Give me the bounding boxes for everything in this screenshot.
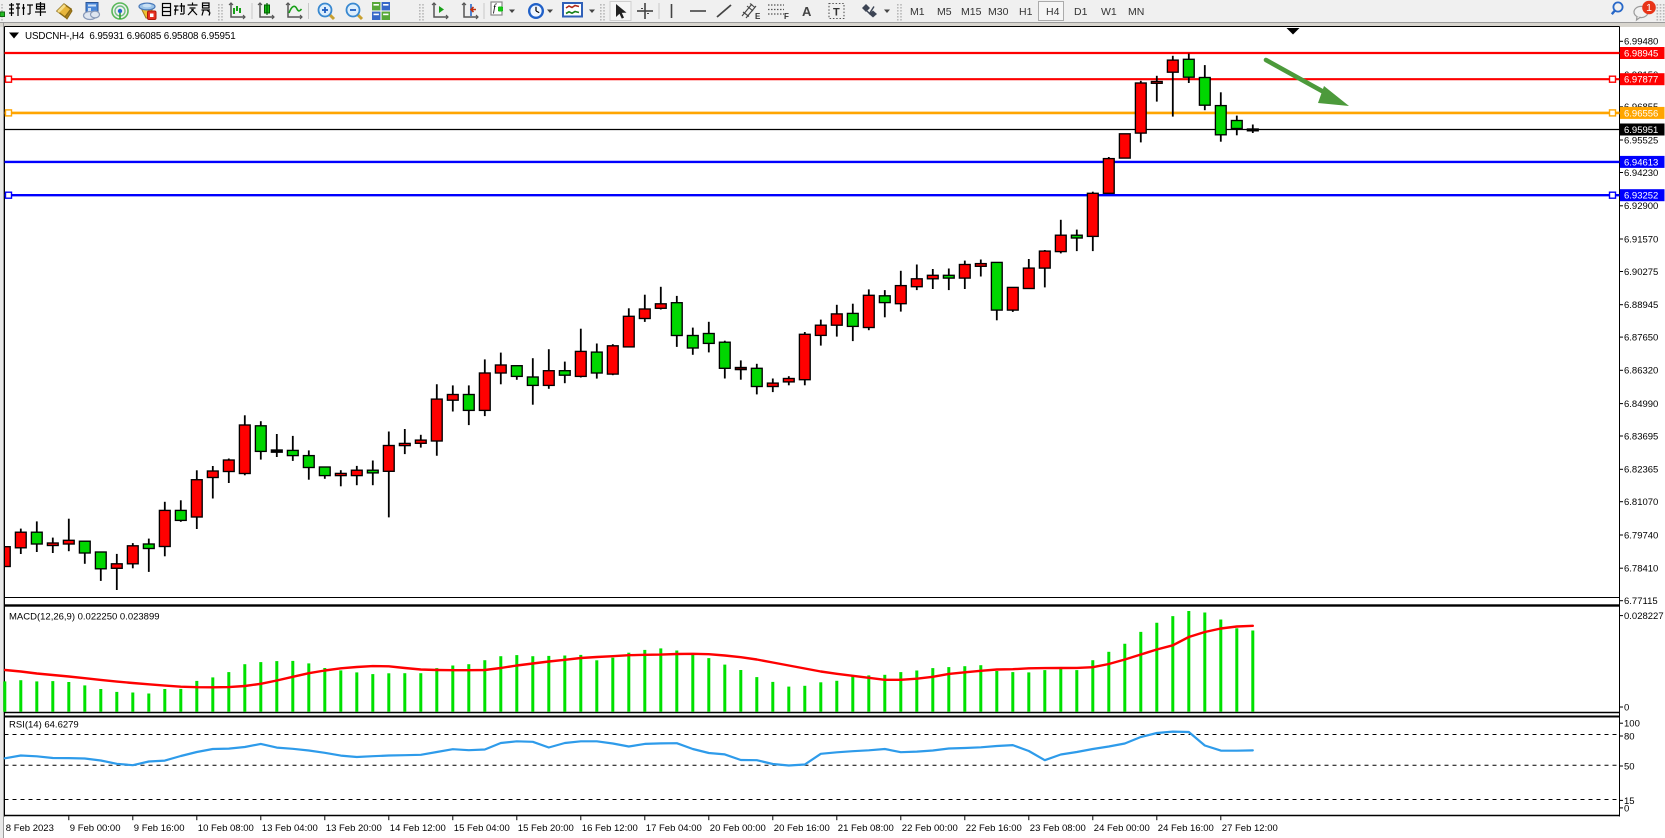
- svg-text:MN: MN: [1128, 6, 1144, 18]
- svg-text:T: T: [833, 7, 840, 19]
- svg-text:6.90275: 6.90275: [1624, 267, 1658, 278]
- svg-text:13 Feb 20:00: 13 Feb 20:00: [326, 823, 382, 834]
- svg-text:6.91570: 6.91570: [1624, 234, 1658, 245]
- svg-text:15: 15: [1624, 796, 1635, 807]
- svg-text:6.88945: 6.88945: [1624, 300, 1658, 311]
- svg-text:M5: M5: [937, 6, 952, 18]
- svg-text:1: 1: [1646, 2, 1652, 14]
- svg-text:F: F: [784, 12, 789, 21]
- svg-text:24 Feb 16:00: 24 Feb 16:00: [1158, 823, 1214, 834]
- svg-text:6.99480: 6.99480: [1624, 37, 1658, 48]
- svg-text:8 Feb 2023: 8 Feb 2023: [6, 823, 54, 834]
- svg-text:6.87650: 6.87650: [1624, 333, 1658, 344]
- svg-text:6.97877: 6.97877: [1624, 75, 1658, 86]
- svg-text:6.93252: 6.93252: [1624, 191, 1658, 202]
- svg-text:6.98945: 6.98945: [1624, 48, 1658, 59]
- svg-text:M30: M30: [988, 6, 1009, 18]
- svg-text:50: 50: [1624, 761, 1635, 772]
- svg-text:A: A: [802, 4, 812, 19]
- svg-text:6.84990: 6.84990: [1624, 399, 1658, 410]
- svg-text:20 Feb 16:00: 20 Feb 16:00: [774, 823, 830, 834]
- svg-text:H1: H1: [1019, 6, 1033, 18]
- svg-text:16 Feb 12:00: 16 Feb 12:00: [582, 823, 638, 834]
- svg-text:20 Feb 00:00: 20 Feb 00:00: [710, 823, 766, 834]
- svg-text:24 Feb 00:00: 24 Feb 00:00: [1094, 823, 1150, 834]
- svg-text:6.79740: 6.79740: [1624, 530, 1658, 541]
- svg-text:0.028227: 0.028227: [1624, 611, 1664, 622]
- svg-text:6.82365: 6.82365: [1624, 465, 1658, 476]
- svg-text:D1: D1: [1074, 6, 1088, 18]
- svg-text:15 Feb 20:00: 15 Feb 20:00: [518, 823, 574, 834]
- svg-text:22 Feb 00:00: 22 Feb 00:00: [902, 823, 958, 834]
- svg-text:6.83695: 6.83695: [1624, 431, 1658, 442]
- svg-text:M1: M1: [910, 6, 925, 18]
- svg-text:23 Feb 08:00: 23 Feb 08:00: [1030, 823, 1086, 834]
- svg-text:E: E: [755, 12, 761, 21]
- svg-text:27 Feb 12:00: 27 Feb 12:00: [1222, 823, 1278, 834]
- svg-text:9 Feb 00:00: 9 Feb 00:00: [70, 823, 121, 834]
- svg-text:17 Feb 04:00: 17 Feb 04:00: [646, 823, 702, 834]
- svg-text:6.94613: 6.94613: [1624, 157, 1658, 168]
- svg-text:M15: M15: [961, 6, 982, 18]
- svg-text:6.81070: 6.81070: [1624, 497, 1658, 508]
- svg-text:10 Feb 08:00: 10 Feb 08:00: [198, 823, 254, 834]
- svg-text:6.86320: 6.86320: [1624, 366, 1658, 377]
- svg-text:6.95951: 6.95951: [1624, 125, 1658, 136]
- svg-text:H4: H4: [1046, 6, 1060, 18]
- svg-text:22 Feb 16:00: 22 Feb 16:00: [966, 823, 1022, 834]
- svg-text:6.95525: 6.95525: [1624, 135, 1658, 146]
- svg-text:14 Feb 12:00: 14 Feb 12:00: [390, 823, 446, 834]
- svg-text:6.77115: 6.77115: [1624, 596, 1658, 607]
- svg-text:9 Feb 16:00: 9 Feb 16:00: [134, 823, 185, 834]
- svg-text:6.96556: 6.96556: [1624, 108, 1658, 119]
- svg-text:21 Feb 08:00: 21 Feb 08:00: [838, 823, 894, 834]
- svg-text:6.78410: 6.78410: [1624, 564, 1658, 575]
- svg-text:6.94230: 6.94230: [1624, 168, 1658, 179]
- svg-text:80: 80: [1624, 731, 1635, 742]
- svg-text:USDCNH-,H4 6.95931 6.96085 6.: USDCNH-,H4 6.95931 6.96085 6.95808 6.959…: [25, 31, 236, 42]
- svg-text:100: 100: [1624, 719, 1640, 730]
- svg-text:15 Feb 04:00: 15 Feb 04:00: [454, 823, 510, 834]
- svg-text:0: 0: [1624, 803, 1629, 814]
- svg-text:f: f: [493, 3, 497, 14]
- svg-text:6.92900: 6.92900: [1624, 201, 1658, 212]
- svg-text:MACD(12,26,9) 0.022250 0.02389: MACD(12,26,9) 0.022250 0.023899: [9, 612, 160, 623]
- svg-text:13 Feb 04:00: 13 Feb 04:00: [262, 823, 318, 834]
- svg-text:W1: W1: [1101, 6, 1117, 18]
- svg-text:0: 0: [1624, 702, 1629, 713]
- svg-text:RSI(14) 64.6279: RSI(14) 64.6279: [9, 720, 79, 731]
